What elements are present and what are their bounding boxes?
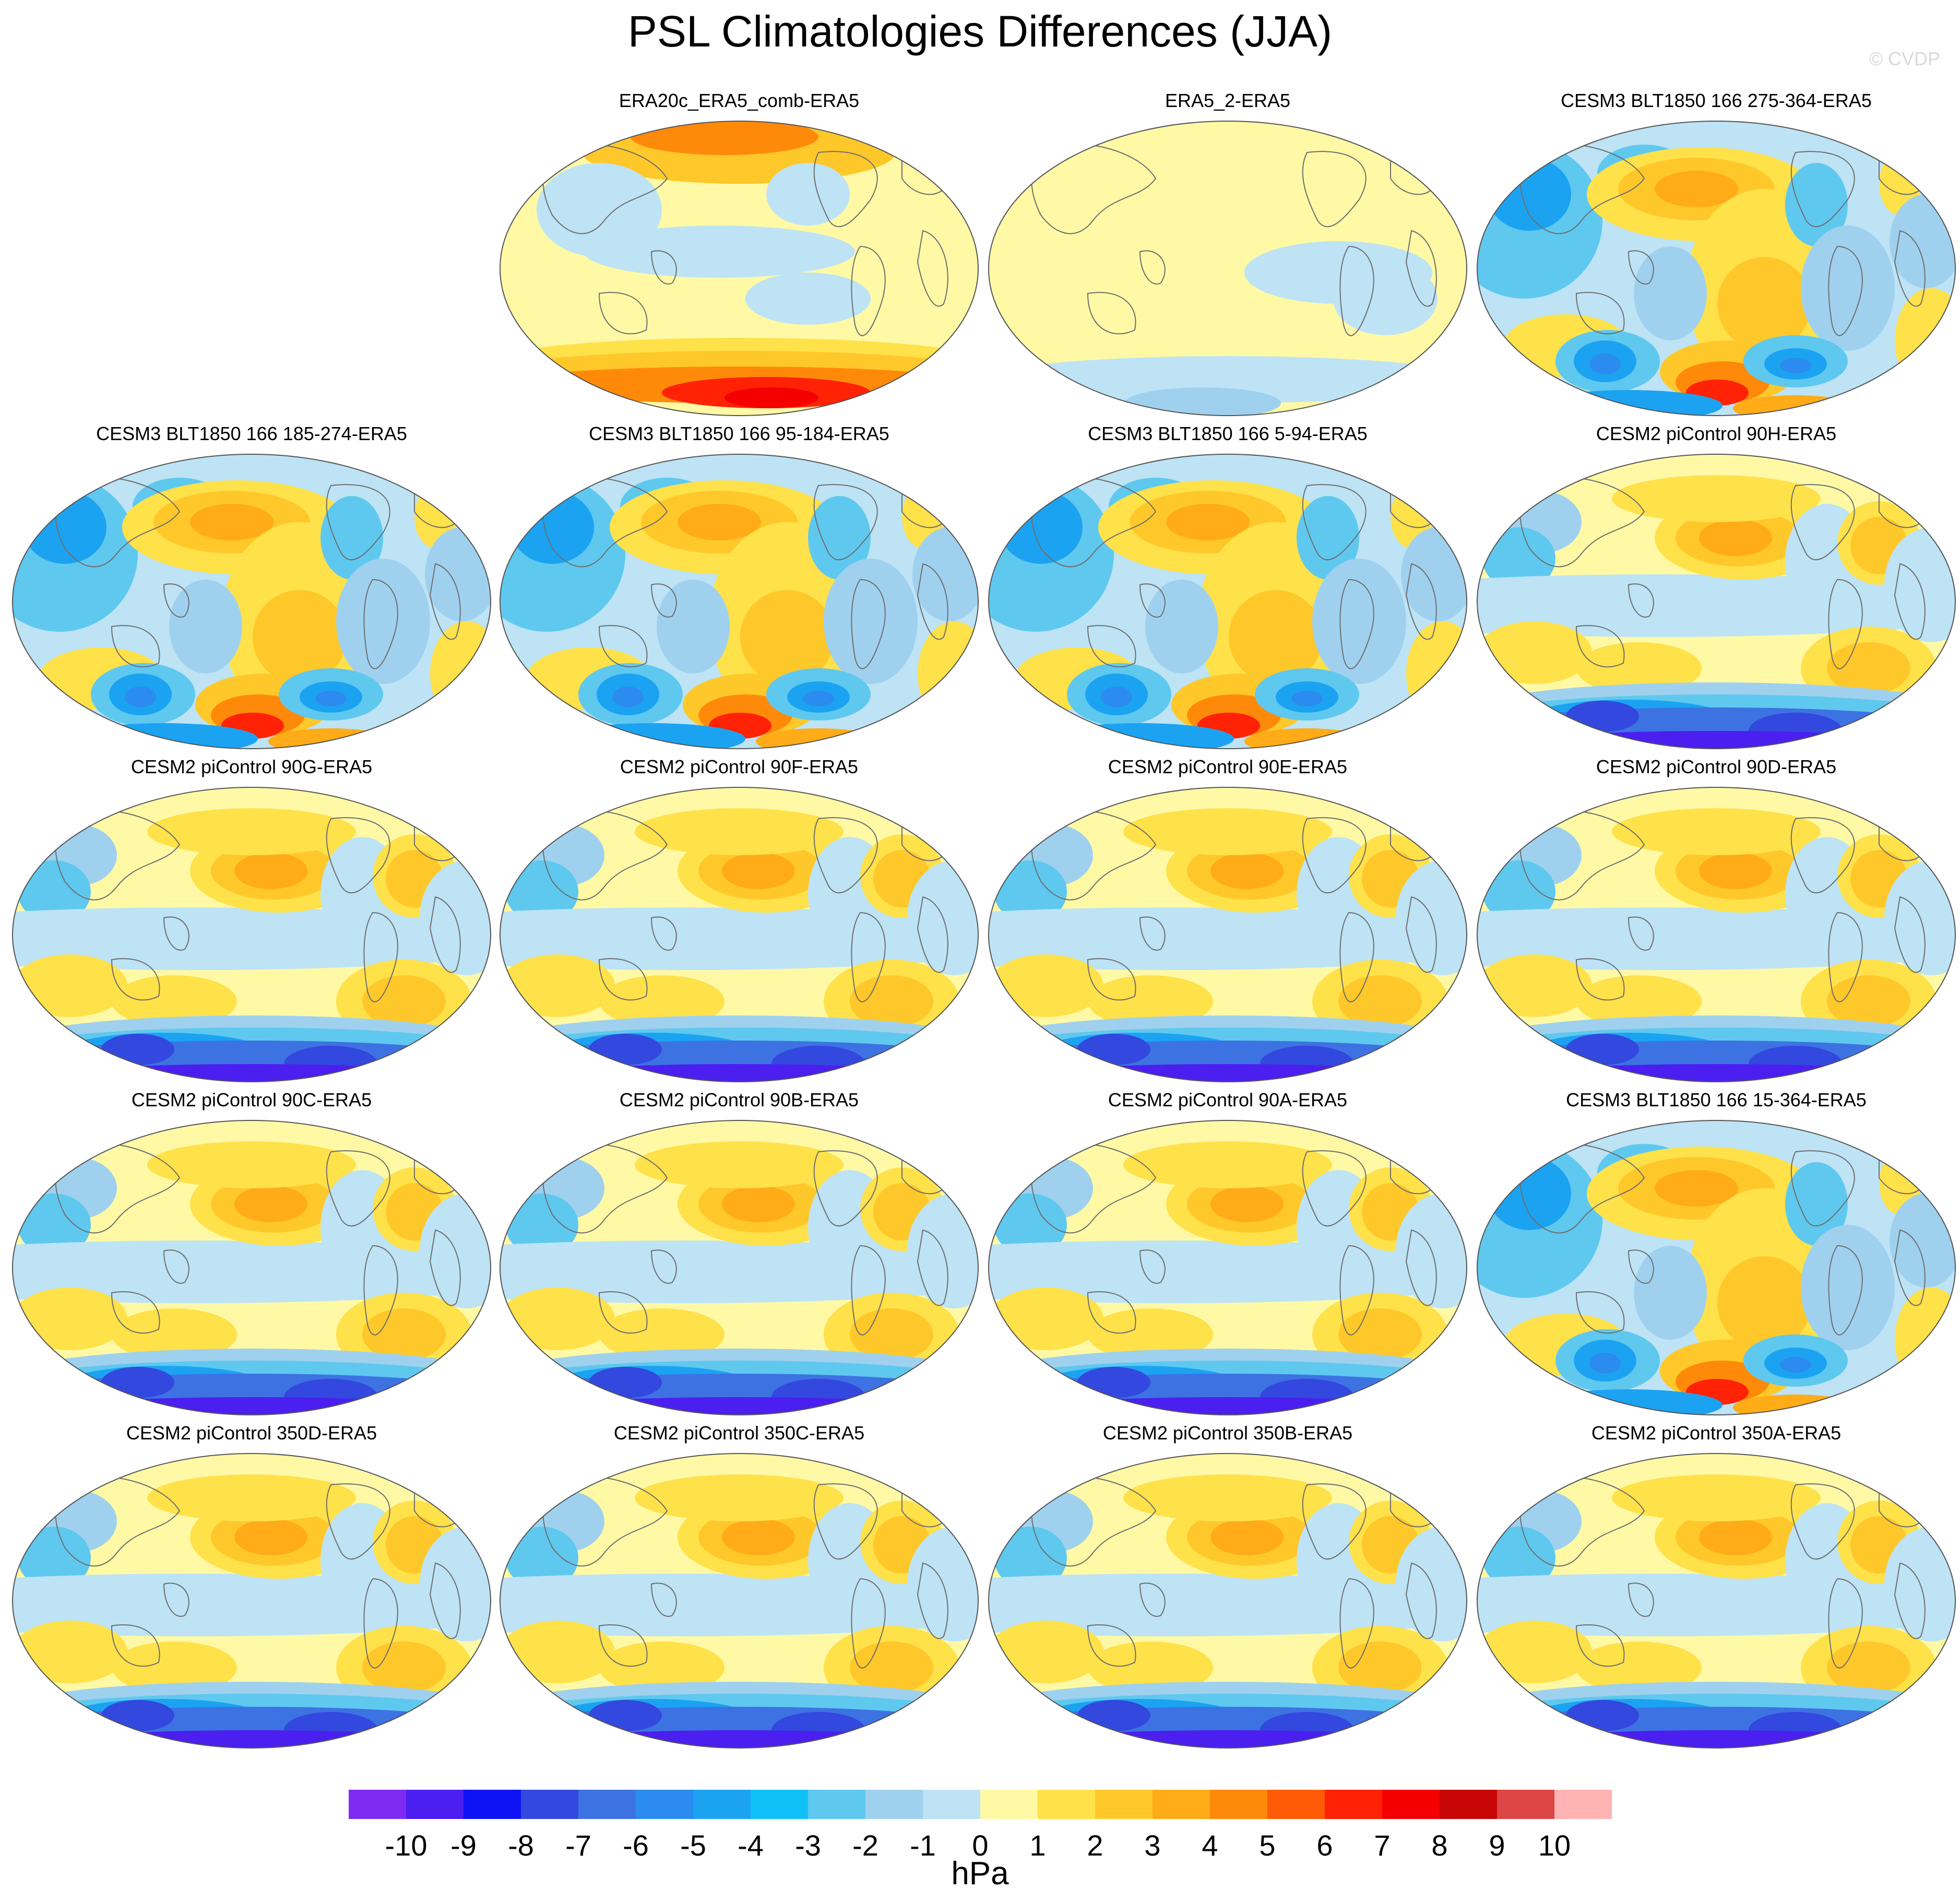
colorbar-box <box>578 1790 636 1819</box>
colorbar-box <box>1038 1790 1095 1819</box>
panel-title: CESM2 piControl 90E-ERA5 <box>1108 756 1348 777</box>
map-panel: CESM2 piControl 90H-ERA5 <box>1472 423 1960 757</box>
colorbar-box <box>636 1790 693 1819</box>
colorbar-box <box>865 1790 923 1819</box>
map-panel: CESM2 piControl 90D-ERA5 <box>1472 756 1960 1090</box>
robinson-map <box>12 1453 491 1749</box>
panel-title: CESM2 piControl 90H-ERA5 <box>1596 423 1837 444</box>
map-panel: CESM2 piControl 350C-ERA5 <box>495 1422 983 1756</box>
robinson-map <box>12 454 491 749</box>
colorbar-box <box>1325 1790 1382 1819</box>
panel-title: CESM2 piControl 350D-ERA5 <box>126 1422 377 1444</box>
robinson-map <box>988 121 1467 416</box>
map-panel: CESM2 piControl 90A-ERA5 <box>983 1089 1472 1423</box>
map-panel: CESM2 piControl 350D-ERA5 <box>7 1422 496 1756</box>
map-panel: CESM2 piControl 350A-ERA5 <box>1472 1422 1960 1756</box>
colorbar-box <box>1210 1790 1267 1819</box>
panel-title: CESM2 piControl 350A-ERA5 <box>1591 1422 1842 1444</box>
panel-title: CESM3 BLT1850 166 185-274-ERA5 <box>96 423 407 444</box>
map-panel: CESM3 BLT1850 166 95-184-ERA5 <box>495 423 983 757</box>
panel-title: ERA20c_ERA5_comb-ERA5 <box>619 90 860 111</box>
map-panel: CESM2 piControl 90G-ERA5 <box>7 756 496 1090</box>
robinson-map <box>1477 787 1956 1082</box>
robinson-map <box>500 1120 979 1415</box>
map-panel: CESM3 BLT1850 166 185-274-ERA5 <box>7 423 496 757</box>
panel-title: CESM3 BLT1850 166 275-364-ERA5 <box>1561 90 1872 111</box>
map-panel: CESM3 BLT1850 166 5-94-ERA5 <box>983 423 1472 757</box>
map-panel: ERA20c_ERA5_comb-ERA5 <box>495 90 983 424</box>
map-panel: CESM2 piControl 350B-ERA5 <box>983 1422 1472 1756</box>
panel-title: CESM2 piControl 90G-ERA5 <box>130 756 373 777</box>
colorbar-box <box>1267 1790 1325 1819</box>
colorbar-box <box>349 1790 406 1819</box>
colorbar-box <box>1440 1790 1497 1819</box>
colorbar-box <box>1095 1790 1153 1819</box>
colorbar-box <box>1382 1790 1440 1819</box>
map-panel: CESM2 piControl 90C-ERA5 <box>7 1089 496 1423</box>
robinson-map <box>1477 1120 1956 1415</box>
panel-title: CESM2 piControl 90C-ERA5 <box>131 1089 372 1111</box>
panel-title: CESM3 BLT1850 166 5-94-ERA5 <box>1088 423 1368 444</box>
colorbar-box <box>406 1790 464 1819</box>
panel-title: CESM2 piControl 90D-ERA5 <box>1596 756 1837 777</box>
robinson-map <box>12 1120 491 1415</box>
panel-title: CESM2 piControl 90A-ERA5 <box>1108 1089 1348 1111</box>
robinson-map <box>988 1120 1467 1415</box>
colorbar-box <box>751 1790 808 1819</box>
colorbar-box <box>693 1790 751 1819</box>
colorbar-box <box>808 1790 865 1819</box>
panel-title: CESM2 piControl 350C-ERA5 <box>613 1422 865 1444</box>
map-panel: CESM2 piControl 90E-ERA5 <box>983 756 1472 1090</box>
map-panel: CESM3 BLT1850 166 15-364-ERA5 <box>1472 1089 1960 1423</box>
colorbar-box <box>980 1790 1038 1819</box>
robinson-map <box>1477 1453 1956 1749</box>
robinson-map <box>500 121 979 416</box>
colorbar-box <box>521 1790 578 1819</box>
colorbar-box <box>1497 1790 1554 1819</box>
map-panel: CESM2 piControl 90F-ERA5 <box>495 756 983 1090</box>
colorbar-box <box>1153 1790 1210 1819</box>
robinson-map <box>988 1453 1467 1749</box>
robinson-map <box>1477 454 1956 749</box>
robinson-map <box>988 787 1467 1082</box>
robinson-map <box>500 1453 979 1749</box>
map-panel: CESM2 piControl 90B-ERA5 <box>495 1089 983 1423</box>
figure-title: PSL Climatologies Differences (JJA) <box>627 7 1333 56</box>
robinson-map <box>12 787 491 1082</box>
robinson-map <box>500 454 979 749</box>
colorbar-box <box>923 1790 980 1819</box>
panel-title: CESM3 BLT1850 166 95-184-ERA5 <box>589 423 889 444</box>
panel-title: CESM2 piControl 90B-ERA5 <box>619 1089 859 1111</box>
map-panel: ERA5_2-ERA5 <box>983 90 1472 424</box>
panel-title: CESM2 piControl 350B-ERA5 <box>1102 1422 1353 1444</box>
watermark: © CVDP <box>1869 48 1940 69</box>
colorbar-box <box>1554 1790 1612 1819</box>
map-panel: CESM3 BLT1850 166 275-364-ERA5 <box>1472 90 1960 424</box>
colorbar-units: hPa <box>951 1856 1009 1892</box>
panel-title: ERA5_2-ERA5 <box>1165 90 1291 111</box>
colorbar-box <box>464 1790 521 1819</box>
robinson-map <box>988 454 1467 749</box>
panel-title: CESM3 BLT1850 166 15-364-ERA5 <box>1566 1089 1867 1111</box>
robinson-map <box>500 787 979 1082</box>
robinson-map <box>1477 121 1956 416</box>
panel-title: CESM2 piControl 90F-ERA5 <box>620 756 859 777</box>
